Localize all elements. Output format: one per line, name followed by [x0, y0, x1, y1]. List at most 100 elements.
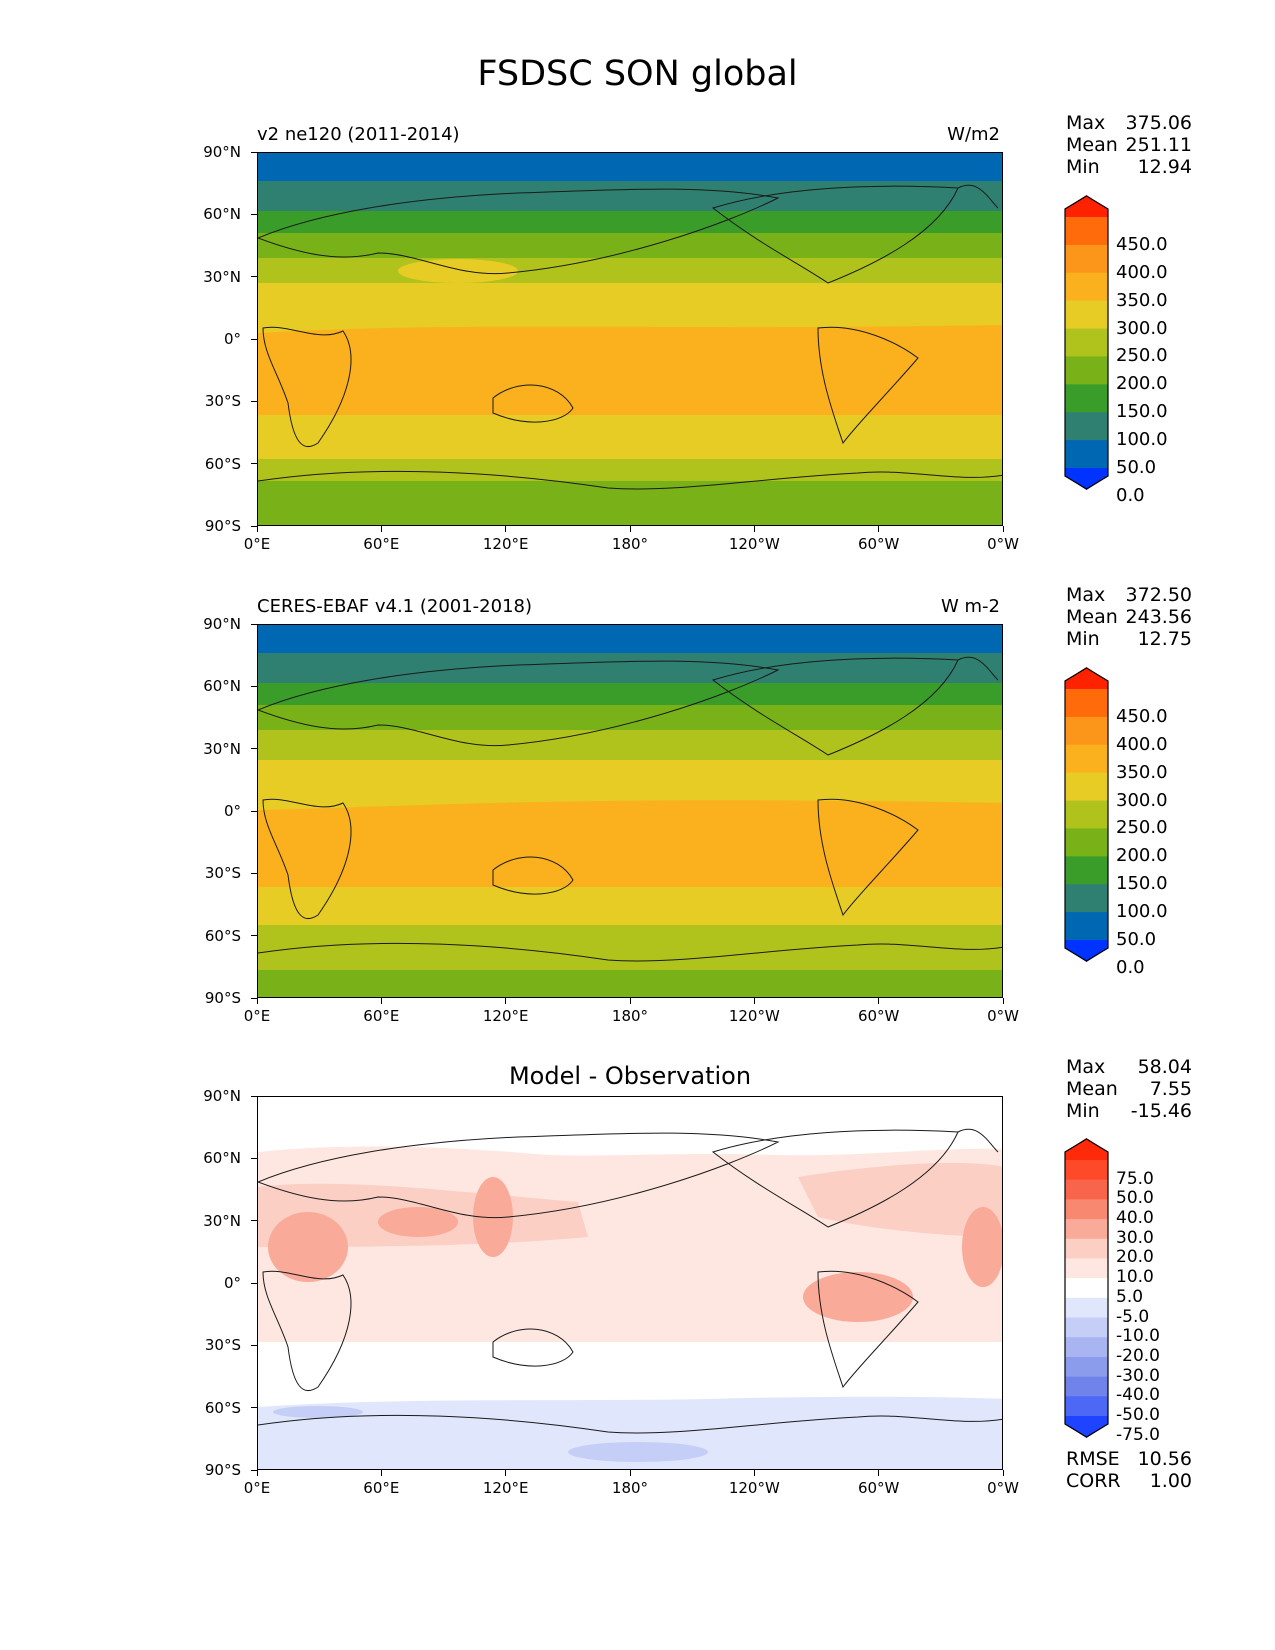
lat-tick-label: 90°S: [204, 1461, 241, 1479]
colorbar-tick-label: 30.0: [1116, 1227, 1154, 1248]
lon-tick-label: 0°W: [987, 1479, 1019, 1497]
colorbar-tick-label: 200.0: [1116, 845, 1168, 867]
colorbar-tick-label: 250.0: [1116, 817, 1168, 839]
panel-units: W/m2: [947, 124, 1000, 145]
stat-value: 375.06: [1125, 112, 1192, 134]
lon-tick: [629, 998, 631, 1004]
lat-tick-label: 60°N: [203, 1149, 241, 1168]
colorbar-segment: [1065, 1297, 1108, 1319]
stat-value: 12.94: [1137, 156, 1192, 178]
lat-tick: [251, 1344, 257, 1347]
lat-tick: [251, 276, 257, 278]
colorbar-extend-min: [1065, 1416, 1108, 1438]
corr-value: 1.00: [1149, 1470, 1192, 1492]
colorbar-tick-label: -10.0: [1116, 1326, 1160, 1347]
lat-tick-label: 60°S: [204, 454, 241, 473]
colorbar-tick-label: 350.0: [1116, 761, 1168, 783]
lat-tick: [251, 525, 257, 527]
lon-tick-label: 60°E: [363, 1007, 400, 1025]
colorbar-segment: [1065, 1376, 1108, 1397]
colorbar-tick-label: 100.0: [1116, 901, 1168, 923]
lat-tick: [251, 935, 257, 937]
lon-tick-label: 120°W: [728, 1479, 780, 1497]
lat-tick-label: 0°: [223, 330, 241, 348]
stat-label: Max: [1066, 112, 1106, 134]
colorbar-segment: [1065, 828, 1108, 857]
colorbar-tick-label: 400.0: [1116, 261, 1168, 283]
lon-tick: [753, 1470, 756, 1476]
colorbar-segment: [1065, 384, 1108, 413]
lon-tick: [380, 526, 383, 532]
colorbar: [1064, 667, 1109, 962]
corr-label: CORR: [1066, 1470, 1121, 1492]
colorbar: [1064, 195, 1109, 490]
stat-label: Max: [1066, 1056, 1106, 1078]
lon-tick-label: 120°E: [482, 1479, 529, 1497]
lat-tick-label: 60°N: [203, 677, 241, 696]
panel-title-center: Model - Observation: [508, 1062, 752, 1090]
lat-tick: [251, 748, 257, 750]
lon-tick-label: 60°W: [857, 1479, 900, 1497]
lat-tick-label: 60°S: [204, 1398, 241, 1417]
colorbar-segment: [1065, 689, 1108, 718]
colorbar-tick-label: 300.0: [1116, 789, 1168, 811]
lon-tick-label: 180°: [611, 1479, 649, 1497]
lat-tick-label: 60°N: [203, 205, 241, 224]
lon-tick: [878, 1470, 880, 1476]
colorbar-tick-label: 300.0: [1116, 317, 1168, 339]
colorbar-segment: [1065, 884, 1108, 913]
lon-tick: [505, 998, 507, 1004]
colorbar-outline: [1064, 195, 1109, 490]
map-model: [257, 152, 1003, 526]
colorbar-segment: [1065, 412, 1108, 441]
colorbar-tick-label: 0.0: [1116, 484, 1145, 506]
colorbar-tick-label: -30.0: [1116, 1365, 1160, 1386]
colorbar-extend-max: [1065, 1138, 1108, 1160]
colorbar-tick-label: 40.0: [1116, 1208, 1154, 1229]
lat-tick: [251, 872, 257, 875]
lat-tick: [251, 1157, 257, 1160]
lon-tick: [380, 1470, 383, 1476]
lon-tick: [878, 998, 880, 1004]
colorbar-tick-label: 150.0: [1116, 873, 1168, 895]
lat-tick: [251, 685, 257, 688]
lat-tick-label: 30°S: [204, 1336, 241, 1355]
colorbar-segment: [1065, 912, 1108, 941]
lon-tick-label: 0°E: [243, 1007, 271, 1025]
colorbar-tick-label: 75.0: [1116, 1168, 1154, 1189]
colorbar-segment: [1065, 1337, 1108, 1358]
colorbar-segment: [1065, 244, 1108, 274]
lat-tick: [251, 400, 257, 403]
stat-label: Min: [1066, 628, 1100, 650]
colorbar-tick-label: -40.0: [1116, 1385, 1160, 1406]
lon-tick-label: 0°E: [243, 535, 271, 553]
colorbar-tick-label: 10.0: [1116, 1267, 1154, 1288]
lat-tick: [251, 810, 257, 812]
colorbar-tick-label: -50.0: [1116, 1405, 1160, 1425]
rmse-value: 10.56: [1137, 1448, 1192, 1470]
lat-tick-label: 90°S: [204, 517, 241, 535]
colorbar-extend-min: [1065, 940, 1108, 962]
colorbar-segment: [1065, 1317, 1108, 1338]
colorbar-segment: [1065, 272, 1108, 302]
colorbar-segment: [1065, 1258, 1108, 1279]
colorbar-segment: [1065, 856, 1108, 885]
panel-title-left: CERES-EBAF v4.1 (2001-2018): [257, 596, 533, 617]
lat-tick: [251, 623, 257, 625]
colorbar-tick-label: 50.0: [1116, 457, 1157, 478]
colorbar-segment: [1065, 1199, 1108, 1220]
colorbar-tick-label: 400.0: [1116, 733, 1168, 755]
lon-tick-label: 180°: [611, 1007, 649, 1025]
colorbar-tick-label: 200.0: [1116, 373, 1168, 395]
colorbar-outline: [1064, 667, 1109, 962]
colorbar-extend-min: [1065, 468, 1108, 490]
lon-tick-label: 0°E: [243, 1479, 271, 1497]
colorbar-outline: [1064, 1138, 1109, 1438]
rmse-label: RMSE: [1066, 1448, 1120, 1470]
colorbar-tick-label: 20.0: [1116, 1247, 1154, 1268]
colorbar-segment: [1065, 1356, 1108, 1378]
stat-label: Mean: [1066, 134, 1118, 156]
colorbar: [1064, 1138, 1109, 1438]
lat-tick: [251, 997, 257, 999]
colorbar-tick-label: 150.0: [1116, 401, 1168, 423]
